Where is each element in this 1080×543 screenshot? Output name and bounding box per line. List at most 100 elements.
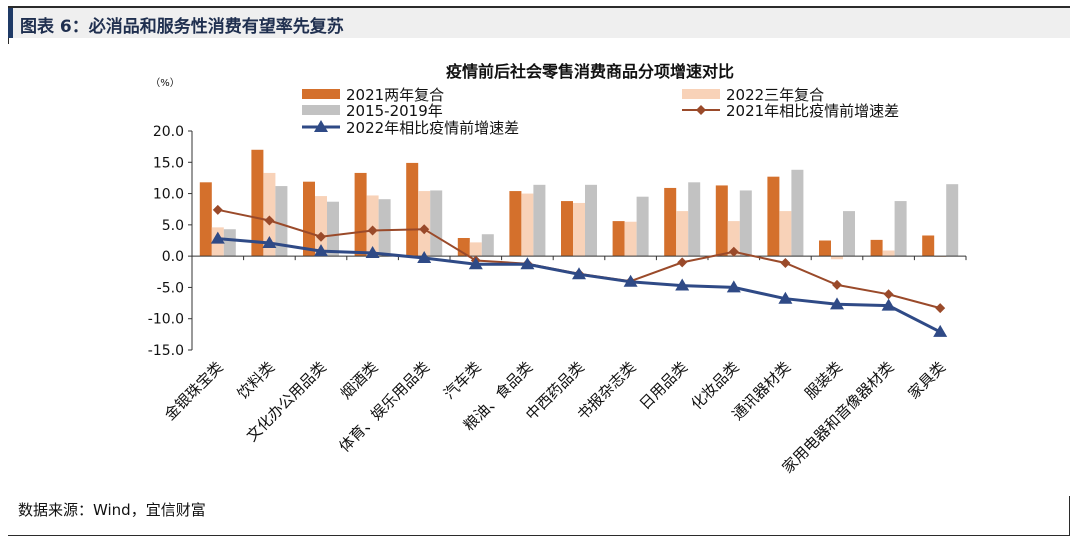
bar-2-10 <box>727 221 740 257</box>
marker-diamond-3 <box>367 225 378 236</box>
header-accent-bar <box>8 8 13 38</box>
marker-triangle-0 <box>210 231 225 244</box>
figure-header <box>8 8 1070 38</box>
marker-triangle-5 <box>468 257 483 270</box>
bar-2-1 <box>263 172 276 257</box>
bar-1-1 <box>251 149 264 257</box>
marker-triangle-9 <box>675 278 690 291</box>
y-tick-label: 20.0 <box>153 124 184 140</box>
chart-title: 疫情前后社会零售消费商品分项增速对比 <box>446 62 734 81</box>
marker-triangle-3 <box>365 246 380 259</box>
bar-2-6 <box>521 193 534 257</box>
bar-3-6 <box>533 184 546 257</box>
bar-1-14 <box>922 235 935 257</box>
marker-triangle-7 <box>572 267 586 280</box>
x-tick-label-3: 烟酒类 <box>337 358 382 403</box>
x-tick-label-14: 家具类 <box>904 358 949 403</box>
bar-3-14 <box>946 184 959 257</box>
marker-triangle-6 <box>520 257 535 270</box>
y-tick-label: 5.0 <box>162 218 184 234</box>
bar-3-4 <box>430 190 443 257</box>
bar-2-11 <box>779 211 792 257</box>
right-rule <box>1069 496 1070 536</box>
bar-3-13 <box>894 201 907 257</box>
legend-swatch-1 <box>682 89 720 99</box>
bar-1-3 <box>354 172 367 257</box>
bar-1-6 <box>509 191 522 257</box>
x-tick-label-12: 服装类 <box>801 358 846 403</box>
marker-triangle-4 <box>417 251 432 264</box>
y-tick-label: 0.0 <box>162 249 184 265</box>
marker-diamond-2 <box>316 231 326 242</box>
legend-marker-4 <box>314 120 328 132</box>
bar-1-13 <box>870 239 883 257</box>
x-tick-label-1: 饮料类 <box>234 358 279 403</box>
marker-diamond-4 <box>419 224 430 235</box>
bar-1-12 <box>819 240 831 257</box>
x-tick-label-4: 体育、娱乐用品类 <box>335 358 433 456</box>
y-tick-label: 15.0 <box>153 155 184 171</box>
marker-diamond-12 <box>832 279 842 290</box>
y-tick-label: -15.0 <box>148 343 184 359</box>
bar-3-5 <box>481 234 494 257</box>
marker-triangle-12 <box>830 297 844 310</box>
bar-2-8 <box>624 221 637 257</box>
bar-3-7 <box>585 184 597 257</box>
bar-1-2 <box>303 181 315 257</box>
x-tick-label-9: 日用品类 <box>636 358 691 413</box>
bar-2-5 <box>469 242 482 257</box>
bar-2-2 <box>315 196 327 257</box>
marker-diamond-10 <box>728 246 739 257</box>
marker-triangle-14 <box>933 324 948 337</box>
marker-triangle-10 <box>726 280 741 293</box>
marker-triangle-8 <box>623 274 638 287</box>
bar-2-4 <box>418 191 431 257</box>
bar-2-7 <box>573 202 585 257</box>
bar-3-2 <box>327 201 339 257</box>
legend-swatch-2 <box>302 105 340 115</box>
x-tick-label-5: 汽车类 <box>440 358 485 403</box>
bar-2-13 <box>882 250 895 257</box>
bar-2-12 <box>831 256 843 260</box>
legend-label-0: 2021两年复合 <box>346 86 444 104</box>
x-tick-label-0: 金银珠宝类 <box>161 358 227 424</box>
marker-triangle-2 <box>314 244 328 257</box>
bar-1-0 <box>199 182 212 257</box>
top-rule <box>8 6 1070 8</box>
marker-diamond-0 <box>212 204 223 215</box>
bar-1-11 <box>767 176 780 257</box>
bar-3-3 <box>378 199 391 257</box>
y-unit-label: （%） <box>150 77 180 89</box>
legend-label-2: 2015-2019年 <box>346 102 443 120</box>
bar-1-8 <box>612 221 625 257</box>
marker-triangle-13 <box>881 298 896 311</box>
y-tick-label: 10.0 <box>153 187 184 203</box>
marker-diamond-13 <box>883 289 894 300</box>
bar-3-9 <box>688 182 701 257</box>
marker-diamond-1 <box>264 215 275 226</box>
legend-marker-3 <box>696 105 706 115</box>
marker-triangle-11 <box>778 291 793 304</box>
bar-2-9 <box>676 211 689 257</box>
marker-diamond-14 <box>935 303 946 314</box>
y-tick-label: -10.0 <box>148 312 184 328</box>
legend-label-1: 2022三年复合 <box>726 86 824 104</box>
bar-1-4 <box>406 162 419 257</box>
y-tick-label: -5.0 <box>157 280 184 296</box>
bar-1-9 <box>664 187 677 257</box>
left-rule <box>8 38 9 44</box>
figure-title: 图表 6：必消品和服务性消费有望率先复苏 <box>20 17 344 37</box>
bar-3-8 <box>636 196 649 257</box>
marker-diamond-9 <box>677 257 688 268</box>
legend-label-4: 2022年相比疫情前增速差 <box>346 119 519 137</box>
bar-3-12 <box>843 211 855 257</box>
bar-3-11 <box>791 169 804 257</box>
bar-3-0 <box>223 229 236 257</box>
legend-swatch-0 <box>302 89 340 99</box>
bar-3-1 <box>275 186 288 257</box>
marker-triangle-1 <box>262 236 277 249</box>
marker-diamond-11 <box>780 258 791 269</box>
bar-1-10 <box>715 185 728 257</box>
bar-1-7 <box>561 201 573 257</box>
